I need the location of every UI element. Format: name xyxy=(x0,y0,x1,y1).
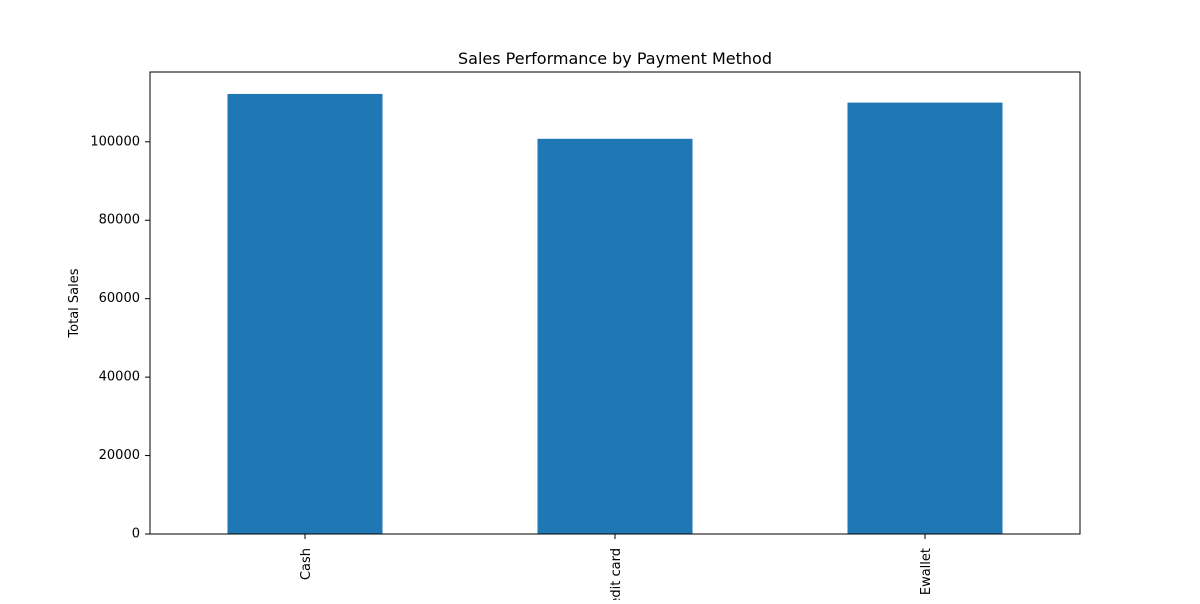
bar xyxy=(847,102,1003,534)
plot-frame xyxy=(149,71,1081,535)
y-tick-label: 40000 xyxy=(99,370,140,385)
x-tick-label: Ewallet xyxy=(919,548,934,595)
y-tick-label: 80000 xyxy=(99,213,140,228)
x-axis-ticks: Cash Credit card Ewallet xyxy=(299,534,934,604)
y-tick-label: 100000 xyxy=(90,134,140,149)
chart-title: Sales Performance by Payment Method xyxy=(458,49,772,68)
y-tick-label: 0 xyxy=(132,527,140,542)
bar xyxy=(537,138,693,534)
x-tick-label: Credit card xyxy=(609,548,624,600)
y-tick-label: 60000 xyxy=(99,291,140,306)
bar xyxy=(227,93,383,535)
bars-group xyxy=(227,93,1003,535)
y-axis-label: Total Sales xyxy=(67,268,82,338)
y-axis-ticks: 0 20000 40000 60000 80000 100000 xyxy=(90,134,150,542)
x-tick-label: Cash xyxy=(299,548,314,580)
y-tick-label: 20000 xyxy=(99,448,140,463)
